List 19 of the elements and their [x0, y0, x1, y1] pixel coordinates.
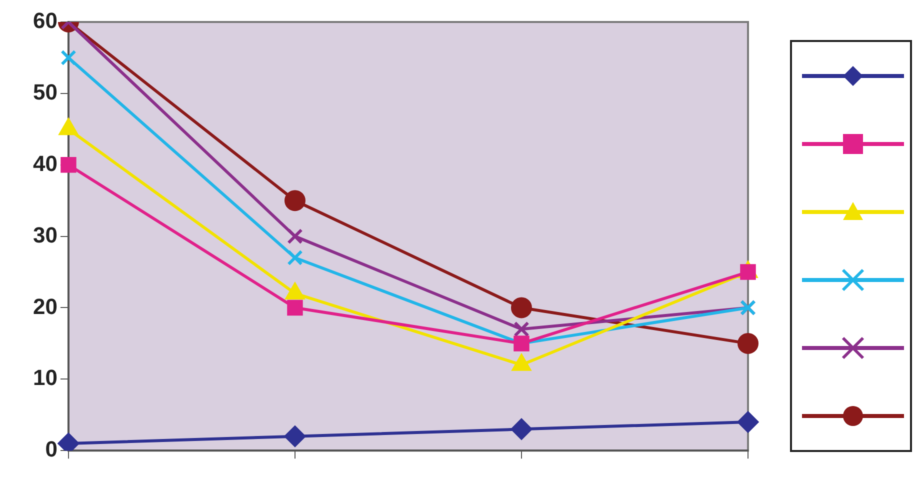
point: [284, 190, 306, 212]
y-tick-label: 60: [32, 8, 58, 34]
point: [60, 157, 76, 173]
point: [284, 426, 306, 447]
point: [287, 250, 303, 266]
y-tick-label: 20: [32, 294, 58, 319]
point: [287, 300, 303, 316]
point: [510, 297, 532, 318]
point: [60, 50, 76, 66]
point: [514, 321, 530, 338]
y-tick-label: 0: [45, 436, 58, 462]
y-tick-label: 10: [32, 365, 58, 390]
y-tick-label: 30: [32, 222, 58, 248]
point: [287, 228, 303, 244]
point: [738, 412, 758, 433]
y-tick-label: 40: [32, 150, 58, 176]
point: [738, 332, 758, 354]
point: [510, 418, 532, 440]
y-tick-label: 50: [32, 79, 58, 104]
